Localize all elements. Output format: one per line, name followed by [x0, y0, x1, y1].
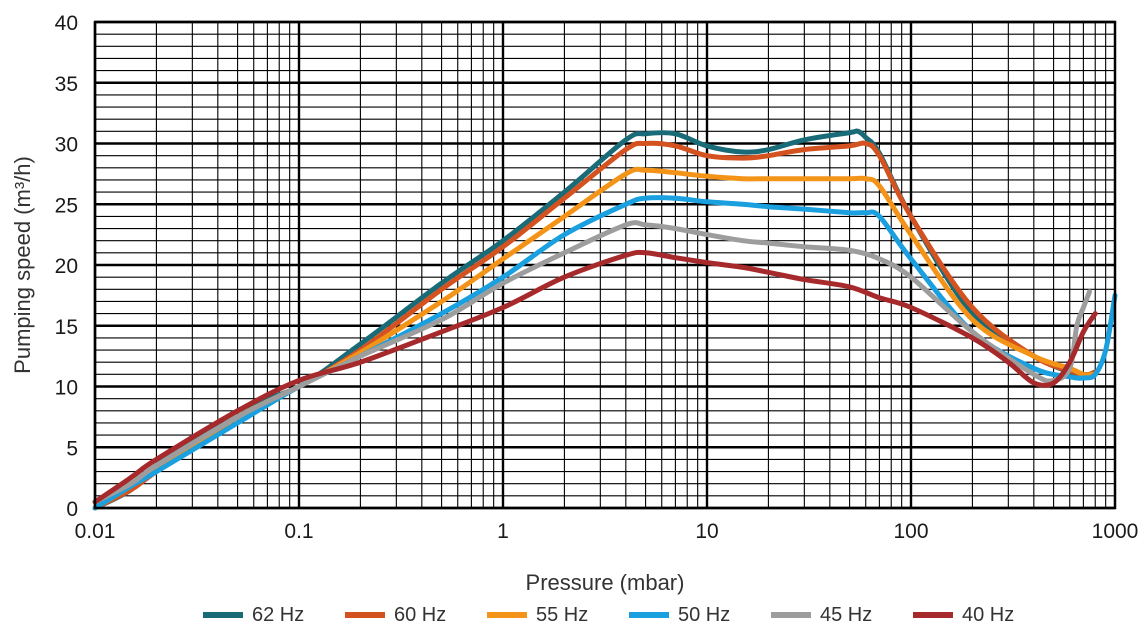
- plot-frame: [93, 20, 1117, 510]
- series-line-62hz: [92, 128, 1098, 511]
- y-tick-label: 10: [55, 377, 78, 400]
- x-axis-ticks: 0.01 0.1 1 10 100 1000: [75, 520, 1139, 543]
- series-line-40hz: [92, 249, 1098, 505]
- legend-label: 45 Hz: [820, 604, 872, 626]
- x-tick-label: 10: [695, 520, 718, 543]
- legend-label: 55 Hz: [536, 604, 588, 626]
- legend-label: 62 Hz: [252, 604, 304, 626]
- series-line-50hz: [92, 195, 1118, 511]
- y-tick-label: 20: [55, 255, 78, 278]
- legend-label: 60 Hz: [394, 604, 446, 626]
- x-tick-label: 1: [497, 520, 509, 543]
- x-axis-title: Pressure (mbar): [526, 570, 685, 595]
- y-axis-ticks: 0 5 10 15 20 25 30 35 40: [55, 12, 78, 521]
- legend-label: 50 Hz: [678, 604, 730, 626]
- y-tick-label: 5: [66, 437, 78, 460]
- x-tick-label: 0.01: [75, 520, 116, 543]
- y-tick-label: 30: [55, 134, 78, 157]
- grid-lines: [93, 20, 1115, 510]
- x-tick-label: 0.1: [284, 520, 313, 543]
- y-tick-label: 40: [55, 12, 78, 35]
- y-tick-label: 0: [66, 498, 78, 521]
- series-line-45hz: [92, 220, 1092, 505]
- legend-label: 40 Hz: [962, 604, 1014, 626]
- x-tick-label: 1000: [1092, 520, 1139, 543]
- x-tick-label: 100: [893, 520, 928, 543]
- y-tick-label: 35: [55, 73, 78, 96]
- y-tick-label: 25: [55, 194, 78, 217]
- data-series-lines: [92, 128, 1118, 511]
- y-tick-label: 15: [55, 316, 78, 339]
- y-axis-title: Pumping speed (m³/h): [10, 156, 35, 374]
- legend: 62 Hz 60 Hz 55 Hz 50 Hz 45 Hz 40 Hz: [203, 604, 1014, 626]
